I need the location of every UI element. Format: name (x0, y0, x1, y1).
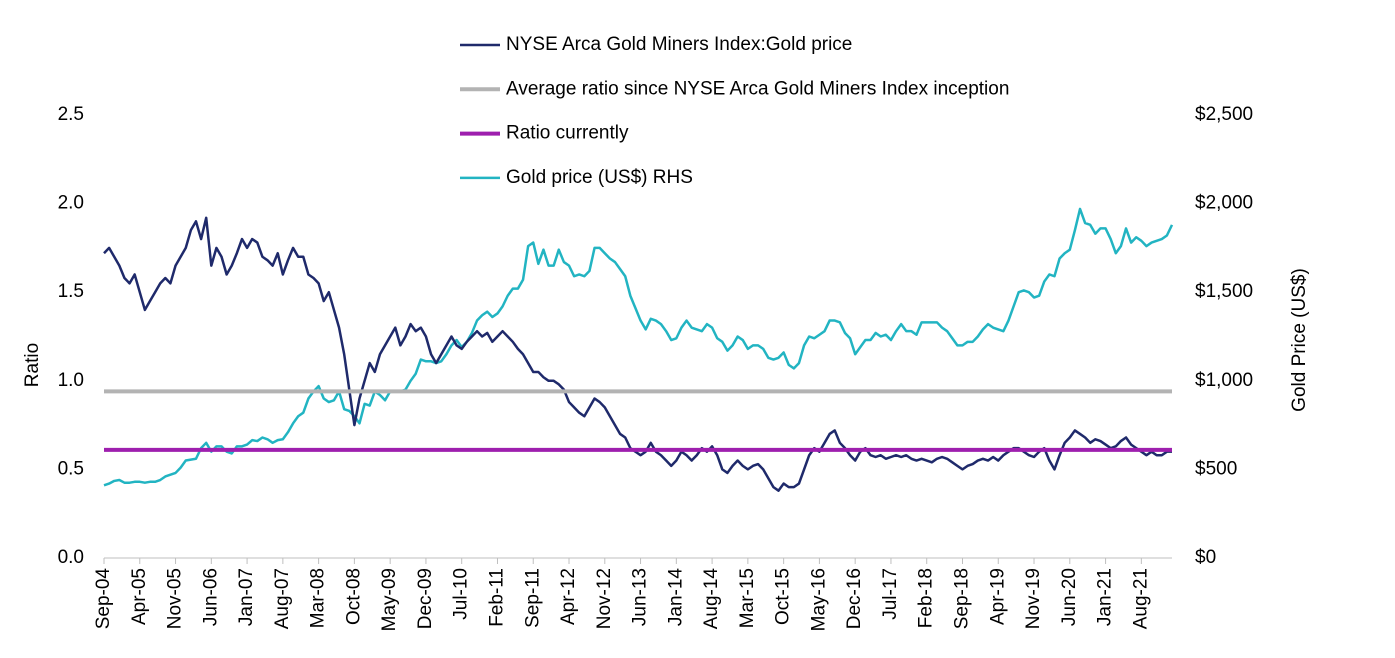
x-tick-label: Sep-18 (952, 568, 973, 629)
y2-tick-label: $1,500 (1195, 281, 1253, 302)
x-tick-label: Nov-12 (594, 568, 615, 629)
x-tick-label: Feb-11 (486, 568, 507, 627)
y-tick-label: 1.0 (58, 370, 84, 391)
x-tick-label: Feb-18 (916, 568, 937, 628)
x-tick-label: Jan-21 (1095, 568, 1116, 626)
x-tick-label: Sep-11 (522, 568, 543, 628)
x-tick-label: Jan-14 (665, 568, 686, 627)
x-tick-label: Aug-07 (272, 568, 293, 629)
y-tick-label: 0.5 (58, 458, 84, 479)
x-tick-label: Jun-06 (200, 568, 221, 626)
y2-tick-label: $1,000 (1195, 370, 1253, 391)
x-tick-label: Sep-04 (93, 568, 114, 630)
x-tick-label: May-16 (808, 568, 829, 631)
x-tick-label: Apr-05 (129, 568, 150, 625)
y-tick-label: 1.5 (58, 281, 84, 302)
y2-tick-label: $2,500 (1195, 104, 1253, 125)
x-tick-label: Oct-15 (773, 568, 794, 625)
x-tick-label: Aug-21 (1130, 568, 1151, 629)
legend-label: NYSE Arca Gold Miners Index:Gold price (506, 34, 852, 55)
x-tick-label: Mar-08 (308, 568, 329, 628)
x-tick-label: Nov-19 (1023, 568, 1044, 629)
legend-label: Ratio currently (506, 123, 629, 144)
y-axis-title: Ratio (22, 343, 43, 387)
x-tick-label: Dec-09 (415, 568, 436, 629)
legend-label: Gold price (US$) RHS (506, 167, 693, 188)
x-tick-label: Aug-14 (701, 568, 722, 630)
y2-tick-label: $0 (1195, 547, 1216, 568)
x-tick-label: Apr-19 (987, 568, 1008, 625)
legend-label: Average ratio since NYSE Arca Gold Miner… (506, 78, 1009, 99)
x-tick-label: May-09 (379, 568, 400, 631)
x-tick-label: Dec-16 (844, 568, 865, 629)
x-tick-label: Mar-15 (737, 568, 758, 628)
y2-tick-label: $2,000 (1195, 193, 1253, 214)
y-tick-label: 2.5 (58, 104, 84, 125)
y2-axis-title: Gold Price (US$) (1289, 268, 1310, 412)
x-tick-label: Jul-17 (880, 568, 901, 620)
x-tick-label: Oct-08 (343, 568, 364, 625)
x-tick-label: Apr-12 (558, 568, 579, 625)
data-line (103, 207, 1174, 487)
x-tick-label: Jul-10 (451, 568, 472, 620)
x-tick-label: Jun-20 (1059, 568, 1080, 626)
y-tick-label: 2.0 (58, 193, 84, 214)
data-line (103, 216, 1172, 492)
y-tick-label: 0.0 (58, 547, 84, 568)
y2-tick-label: $500 (1195, 458, 1237, 479)
x-tick-label: Nov-05 (165, 568, 186, 629)
x-tick-label: Jan-07 (236, 568, 257, 626)
x-tick-label: Jun-13 (630, 568, 651, 626)
